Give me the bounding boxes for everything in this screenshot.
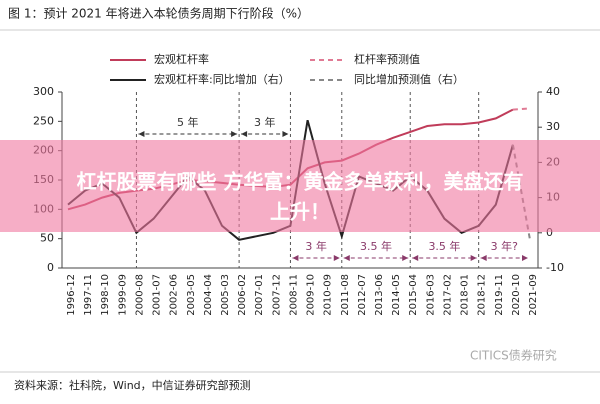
x-tick-label: 1999-09 [117,274,128,316]
x-tick-label: 2007-01 [254,274,265,316]
x-tick-label: 2001-07 [152,274,163,316]
x-tick-label: 2006-02 [237,274,248,316]
legend-label: 同比增加预测值（右） [354,72,464,86]
x-tick-label: 2011-08 [340,274,351,316]
y2-tick-label: 40 [546,85,560,98]
x-tick-label: 2007-12 [271,274,282,316]
annotation: 3 年 [254,115,276,129]
y-tick-label: 250 [33,114,54,127]
x-tick-label: 2012-07 [357,274,368,316]
banner-text: 杠杆股票有哪些 方华富：黄金多单获利，美盘还有 [77,170,524,194]
y2-tick-label: -10 [546,261,564,274]
x-tick-label: 2014-05 [391,274,402,316]
annotation: 5 年 [177,115,199,129]
x-tick-label: 2013-06 [374,274,385,316]
x-tick-label: 2015-04 [408,274,419,316]
legend-label: 杠杆率预测值 [354,52,420,66]
y-tick-label: 300 [33,85,54,98]
annotation: 3 年 [305,239,327,253]
x-tick-label: 2010-09 [323,274,334,316]
legend-label: 宏观杠杆率 [154,52,209,66]
x-tick-label: 2000-08 [134,274,145,316]
watermark: CITICS债券研究 [470,348,557,363]
y-tick-label: 50 [40,232,54,245]
x-tick-label: 1996-12 [66,274,77,316]
x-tick-label: 2018-01 [460,274,471,316]
x-tick-label: 2002-06 [169,274,180,316]
x-tick-label: 2019-11 [494,274,505,316]
banner-text: 上升！ [270,200,330,224]
legend-label: 宏观杠杆率:同比增加（右） [154,72,290,86]
chart-title: 图 1：预计 2021 年将进入本轮债务周期下行阶段（%） [8,6,309,21]
x-tick-label: 1997-11 [83,274,94,316]
banner [0,140,600,232]
y-tick-label: 0 [47,261,54,274]
annotation: 3 年? [491,239,518,253]
y2-tick-label: 0 [546,226,553,239]
x-tick-label: 2008-11 [288,274,299,316]
x-tick-label: 2005-03 [220,274,231,316]
x-tick-label: 1998-10 [100,274,111,316]
x-tick-label: 2003-05 [186,274,197,316]
annotation: 3.5 年 [360,239,392,253]
x-tick-label: 2020-10 [511,274,522,316]
annotation: 3.5 年 [428,239,460,253]
x-tick-label: 2021-09 [528,274,539,316]
series-line [512,107,531,111]
x-tick-label: 2018-12 [477,274,488,316]
x-tick-label: 2017-02 [442,274,453,316]
source: 资料来源：社科院，Wind，中信证券研究部预测 [14,378,251,392]
x-tick-label: 2016-03 [425,274,436,316]
x-tick-label: 2004-04 [203,274,214,316]
y2-tick-label: 30 [546,120,560,133]
x-tick-label: 2009-10 [306,274,317,316]
